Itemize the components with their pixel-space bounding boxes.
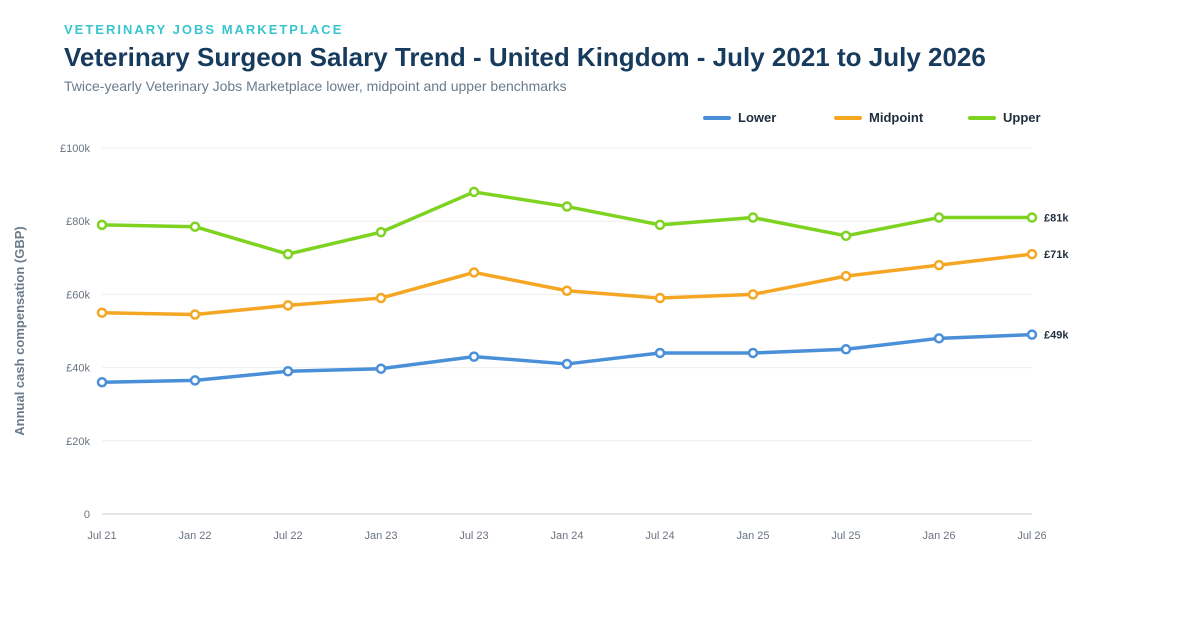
data-point <box>282 300 294 311</box>
data-point <box>189 221 201 232</box>
series-lines: £49k £71k £81k <box>96 186 1069 388</box>
data-point <box>282 248 294 260</box>
end-value-label: £81k <box>1044 213 1069 225</box>
series-line-lower <box>100 332 1034 384</box>
y-tick-label: £80k <box>66 216 90 228</box>
data-point <box>561 285 573 296</box>
y-tick-label: £60k <box>66 289 90 301</box>
data-point <box>933 212 945 223</box>
y-tick-label: £40k <box>66 363 90 375</box>
data-point <box>1026 329 1038 340</box>
x-tick-label: Jul 26 <box>1017 530 1046 542</box>
series-midpoint: £71k <box>96 248 1069 320</box>
data-point <box>747 347 759 359</box>
legend-label: Upper <box>1003 110 1041 125</box>
data-point <box>375 363 387 374</box>
data-point <box>468 351 480 362</box>
data-point <box>933 333 945 344</box>
data-point <box>96 219 108 231</box>
x-tick-label: Jul 21 <box>87 530 116 542</box>
legend-label: Lower <box>738 110 776 125</box>
chart-title: Veterinary Surgeon Salary Trend - United… <box>64 42 986 72</box>
data-point <box>840 344 852 355</box>
series-line-upper <box>100 190 1034 256</box>
x-tick-label: Jan 26 <box>922 530 955 542</box>
x-tick-label: Jan 25 <box>736 530 769 542</box>
data-point <box>654 219 666 231</box>
series-lower: £49k <box>96 329 1069 388</box>
legend-item-upper: Upper <box>968 110 1041 125</box>
legend-item-lower: Lower <box>703 110 776 125</box>
data-point <box>933 259 945 271</box>
data-point <box>375 226 387 238</box>
end-value-label: £71k <box>1044 249 1069 261</box>
legend-label: Midpoint <box>869 110 924 125</box>
legend: Lower Midpoint Upper <box>703 110 1041 125</box>
end-value-label: £49k <box>1044 330 1069 342</box>
chart-subtitle: Twice-yearly Veterinary Jobs Marketplace… <box>64 78 567 94</box>
data-point <box>468 186 480 198</box>
y-axis-label: Annual cash compensation (GBP) <box>12 226 27 435</box>
series-upper: £81k <box>96 186 1069 260</box>
x-tick-label: Jan 22 <box>178 530 211 542</box>
legend-item-midpoint: Midpoint <box>834 110 924 125</box>
x-tick-label: Jul 24 <box>645 530 674 542</box>
x-axis-ticks: Jul 21 Jan 22 Jul 22 Jan 23 Jul 23 Jan 24 Jul … <box>87 530 1046 542</box>
data-point <box>1026 212 1038 223</box>
data-point <box>747 289 759 300</box>
x-tick-label: Jan 23 <box>364 530 397 542</box>
x-tick-label: Jul 22 <box>273 530 302 542</box>
y-tick-label: 0 <box>84 509 90 521</box>
data-point <box>468 267 480 278</box>
data-point <box>654 292 666 304</box>
series-line-midpoint <box>100 252 1034 317</box>
y-tick-label: £100k <box>60 143 90 155</box>
data-point <box>840 230 852 242</box>
data-point <box>561 201 573 212</box>
y-tick-label: £20k <box>66 436 90 448</box>
x-tick-label: Jan 24 <box>550 530 583 542</box>
x-tick-label: Jul 23 <box>459 530 488 542</box>
x-tick-label: Jul 25 <box>831 530 860 542</box>
data-point <box>96 376 108 388</box>
data-point <box>840 270 852 282</box>
data-point <box>282 366 294 377</box>
data-point <box>96 307 108 318</box>
data-point <box>189 375 201 386</box>
data-point <box>561 358 573 370</box>
data-point <box>1026 248 1038 260</box>
data-point <box>747 212 759 223</box>
data-point <box>375 292 387 304</box>
data-point <box>189 309 201 320</box>
data-point <box>654 347 666 359</box>
y-axis-ticks: 0 £20k £40k £60k £80k £100k <box>60 143 90 521</box>
brand-label: VETERINARY JOBS MARKETPLACE <box>64 22 344 37</box>
